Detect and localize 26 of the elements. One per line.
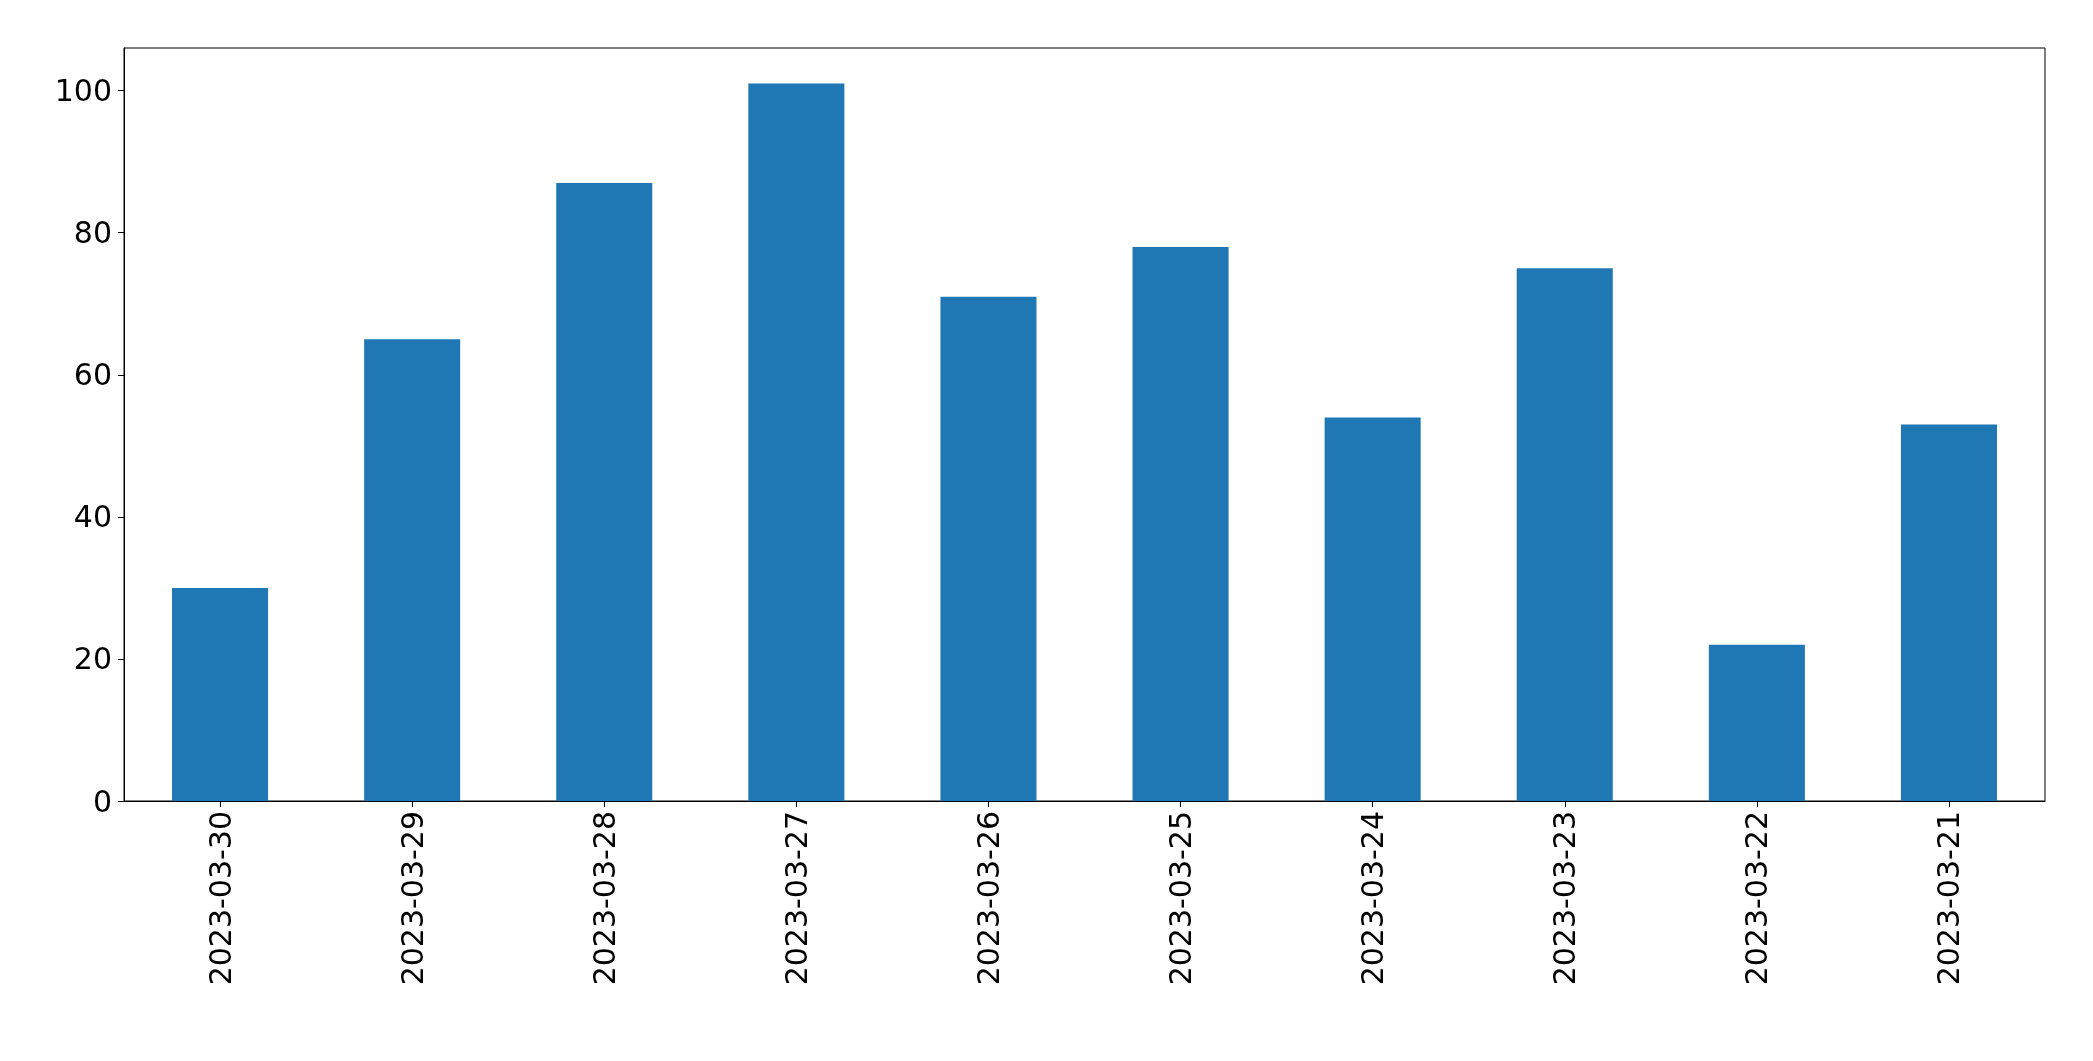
bar: [1708, 644, 1805, 801]
x-tick-label: 2023-03-29: [394, 811, 430, 986]
x-tick-label: 2023-03-30: [202, 811, 238, 986]
bar: [940, 296, 1037, 801]
x-tick-label: 2023-03-26: [970, 811, 1006, 986]
y-tick-label: 60: [73, 357, 112, 393]
bar: [556, 182, 653, 801]
x-tick-label: 2023-03-25: [1163, 811, 1199, 986]
x-tick-label: 2023-03-21: [1931, 811, 1967, 986]
y-tick-label: 40: [73, 499, 112, 535]
y-tick-label: 20: [73, 641, 112, 677]
bar: [1516, 268, 1613, 801]
x-tick-label: 2023-03-28: [586, 811, 622, 986]
bar: [172, 587, 269, 801]
x-tick-label: 2023-03-27: [778, 811, 814, 986]
bar: [748, 83, 845, 801]
bar: [364, 339, 461, 801]
y-tick-label: 100: [54, 73, 112, 109]
bar: [1324, 417, 1421, 801]
bar: [1900, 424, 1997, 801]
x-tick-label: 2023-03-24: [1355, 811, 1391, 986]
x-tick-label: 2023-03-23: [1547, 811, 1583, 986]
bar: [1132, 246, 1229, 801]
y-tick-label: 0: [92, 783, 112, 819]
y-tick-label: 80: [73, 215, 112, 251]
x-tick-label: 2023-03-22: [1739, 811, 1775, 986]
